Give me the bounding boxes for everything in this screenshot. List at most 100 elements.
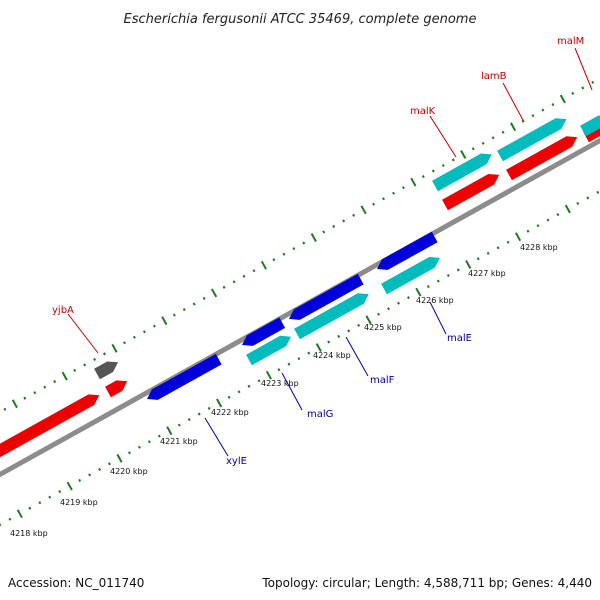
upper-tick [172,313,176,317]
lower-tick [347,329,351,333]
upper-tick [152,324,156,328]
gene-label-malM: malM [557,36,584,47]
lower-tick [327,340,331,344]
upper-tick-band [3,80,595,411]
lower-tick [128,451,131,455]
upper-tick [192,302,196,306]
lower-tick [287,362,291,366]
upper-tick [61,371,68,381]
upper-tick [372,202,375,206]
lower-tick [147,440,151,444]
lower-tick [387,307,390,311]
map-title: Escherichia fergusonii ATCC 35469, compl… [124,12,477,27]
lower-tick [337,334,341,338]
upper-tick [342,219,346,223]
upper-tick [211,288,218,298]
upper-tick [402,186,405,190]
lower-tick [307,351,311,355]
lower-tick [586,196,590,200]
feature-red-left [0,394,100,458]
upper-tick [332,224,336,228]
upper-tick [202,296,206,300]
lower-tick [78,478,82,482]
upper-tick [3,407,7,411]
lower-tick [157,434,161,438]
upper-tick [23,396,27,400]
lower-tick-band [0,190,600,527]
lower-tick [556,213,560,217]
lower-tick [397,301,400,305]
feature-red-small [105,380,128,398]
upper-tick [451,158,455,162]
lower-tick [377,312,380,316]
upper-tick [581,86,585,90]
upper-tick [382,197,385,201]
lower-tick [546,218,550,222]
gene-label-yjbA: yjbA [52,305,74,316]
lower-tick [526,229,530,233]
upper-tick [103,352,106,356]
lower-tick [38,501,42,505]
lower-tick [108,462,111,466]
lower-tick [515,232,522,242]
upper-tick [360,205,367,215]
accession-text: Accession: NC_011740 [8,576,144,590]
lower-tick [506,240,510,244]
upper-tick [260,260,267,270]
lower-tick [415,287,422,297]
feature-malK [432,153,492,192]
upper-tick [510,122,517,132]
lower-tick [247,384,251,388]
lower-tick [456,268,460,272]
scale-label-4222: 4222 kbp [211,408,249,417]
lower-tick [576,201,580,205]
upper-tick [460,150,467,159]
lower-tick [28,506,32,510]
lower-tick [197,412,201,416]
upper-tick [111,343,118,353]
feature-lamB [497,118,567,162]
lower-tick [277,368,281,372]
lower-tick [58,490,62,494]
lower-tick [407,296,410,300]
leader-lines [67,47,593,457]
lower-tick [166,426,173,436]
upper-tick [182,308,186,312]
lower-tick [297,357,301,361]
lower-tick [16,509,23,519]
upper-tick [282,252,286,256]
gene-label-malE: malE [447,333,472,344]
feature-xylE [147,353,222,400]
reverse-cds-features [147,231,438,400]
feature-blue-upper [377,231,438,270]
upper-tick [242,274,246,278]
lower-tick [187,418,191,422]
scale-label-4218: 4218 kbp [10,529,48,538]
upper-tick [272,258,276,262]
lower-tick [476,257,480,261]
upper-tick [310,233,317,242]
scale-label-4223: 4223 kbp [261,379,299,388]
upper-tick [501,130,505,134]
upper-tick [83,363,87,367]
feature-malM [580,115,600,137]
feature-cyan-c [381,257,440,295]
lower-tick [446,273,450,278]
upper-tick [93,357,97,361]
upper-tick [421,175,425,179]
scale-label-4219: 4219 kbp [60,498,98,507]
lower-tick [265,370,272,380]
lower-tick [227,395,231,399]
scale-label-4227: 4227 kbp [468,269,506,278]
upper-tick [431,169,435,173]
upper-tick [541,108,545,112]
lower-tick [8,517,12,521]
lower-tick [137,445,141,449]
lower-tick [564,204,571,214]
upper-tick [252,269,256,273]
upper-tick [43,385,47,389]
upper-tick [222,285,226,289]
feature-malG [242,317,286,346]
feature-malF [289,273,364,320]
feature-red-upper-b [506,136,578,181]
